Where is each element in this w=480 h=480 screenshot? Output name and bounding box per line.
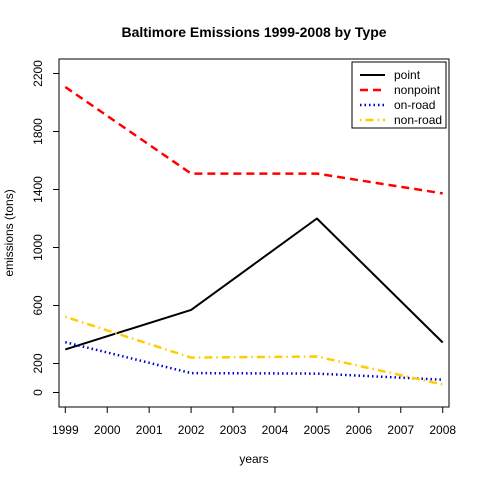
series-line-nonpoint — [64, 85, 443, 195]
series-line-non-road — [64, 315, 443, 386]
x-tick-label: 2000 — [94, 423, 121, 437]
y-tick-label: 1000 — [31, 234, 45, 261]
x-axis: 1999 2000 2001 2002 2003 2004 2005 2006 2007 2008 — [52, 406, 456, 437]
x-tick-label: 2007 — [387, 423, 414, 437]
x-tick-label: 2005 — [304, 423, 331, 437]
legend-label-point: point — [394, 68, 421, 82]
x-tick-label: 2002 — [178, 423, 205, 437]
y-tick-label: 1800 — [31, 118, 45, 145]
x-tick-label: 2001 — [136, 423, 163, 437]
y-axis: 0 200 600 1000 1400 1800 2200 — [31, 60, 60, 396]
x-tick-label: 2008 — [429, 423, 456, 437]
x-tick-label: 2006 — [345, 423, 372, 437]
legend-label-nonpoint: nonpoint — [394, 83, 441, 97]
series-layer — [64, 85, 444, 386]
series-line-point — [65, 217, 444, 351]
x-tick-label: 2003 — [220, 423, 247, 437]
chart-title: Baltimore Emissions 1999-2008 by Type — [121, 24, 386, 40]
y-tick-label: 0 — [31, 389, 45, 396]
legend-label-non-road: non-road — [394, 113, 442, 127]
series-line-on-road — [65, 340, 443, 381]
y-tick-label: 2200 — [31, 60, 45, 87]
legend-label-on-road: on-road — [394, 98, 435, 112]
x-tick-label: 1999 — [52, 423, 79, 437]
y-axis-label: emissions (tons) — [2, 189, 16, 276]
x-tick-label: 2004 — [262, 423, 289, 437]
y-tick-label: 1400 — [31, 176, 45, 203]
legend-box — [351, 61, 447, 129]
y-tick-label: 200 — [31, 353, 45, 373]
x-axis-label: years — [239, 452, 268, 466]
y-tick-label: 600 — [31, 295, 45, 315]
